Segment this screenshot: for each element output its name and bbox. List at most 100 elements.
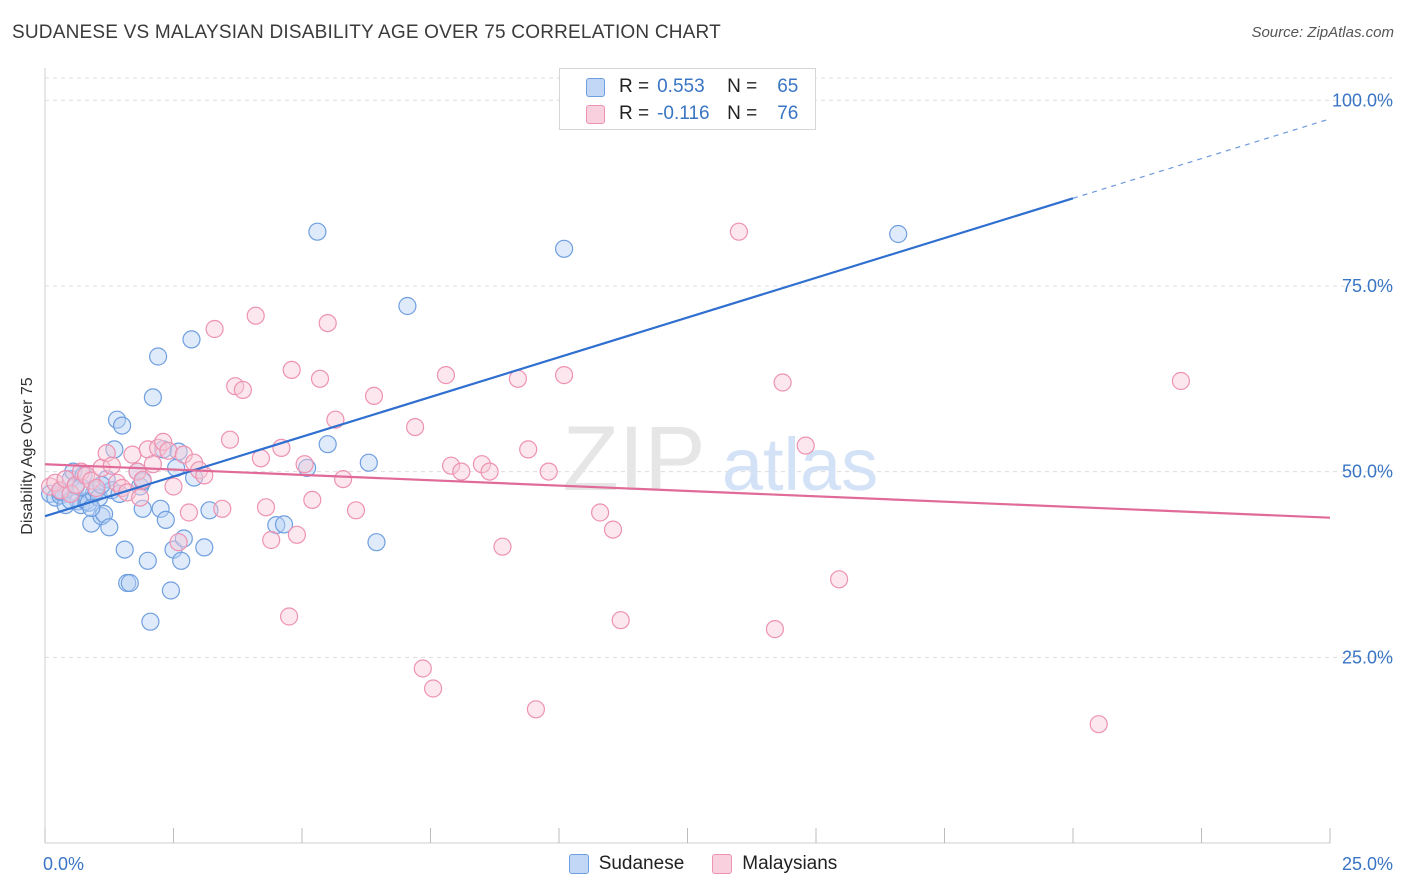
legend-r-label: R = bbox=[619, 76, 650, 97]
point-sudanese bbox=[308, 222, 327, 241]
legend-swatch-sudanese bbox=[586, 77, 605, 97]
series-swatch-malaysians bbox=[712, 854, 733, 874]
point-malaysians bbox=[334, 470, 353, 489]
point-sudanese bbox=[182, 330, 201, 349]
point-sudanese bbox=[100, 518, 119, 537]
point-malaysians bbox=[406, 418, 425, 437]
point-sudanese bbox=[156, 510, 175, 530]
x-tick-label-left: 0.0% bbox=[43, 854, 84, 874]
legend-r-label: R = bbox=[619, 103, 650, 124]
point-malaysians bbox=[829, 570, 849, 589]
trend-line-malaysians bbox=[44, 463, 1331, 519]
point-malaysians bbox=[436, 366, 455, 385]
point-sudanese bbox=[115, 540, 134, 559]
point-sudanese bbox=[138, 551, 157, 570]
point-malaysians bbox=[61, 484, 80, 503]
x-tick-labels: 0.0% 25.0% bbox=[43, 854, 1393, 874]
series-legend-malaysians[interactable]: Malaysians bbox=[712, 853, 837, 875]
legend-row-malaysians: R = -0.116 N = 76 bbox=[586, 101, 798, 127]
legend-n-value: 65 bbox=[777, 76, 799, 97]
trend-line-sudanese bbox=[44, 197, 1074, 518]
point-sudanese bbox=[195, 538, 214, 557]
point-malaysians bbox=[765, 619, 785, 639]
correlation-legend: R = 0.553 N = 65 R = -0.116 N = 76 bbox=[559, 68, 816, 130]
svg-text:ZIP: ZIP bbox=[562, 408, 705, 510]
point-malaysians bbox=[220, 430, 240, 449]
point-malaysians bbox=[131, 488, 150, 507]
point-malaysians bbox=[603, 520, 623, 539]
legend-n-value: 76 bbox=[777, 103, 799, 124]
point-sudanese bbox=[161, 581, 180, 600]
point-malaysians bbox=[295, 455, 314, 474]
grid-lines bbox=[45, 77, 1392, 658]
series-label-malaysians: Malaysians bbox=[742, 853, 838, 874]
point-malaysians bbox=[729, 222, 749, 241]
point-malaysians bbox=[154, 432, 173, 451]
legend-r-value: -0.116 bbox=[657, 103, 710, 124]
y-tick-labels: 25.0% 50.0% 75.0% 100.0% bbox=[1332, 90, 1393, 667]
point-sudanese bbox=[318, 435, 337, 454]
data-points bbox=[40, 222, 1191, 734]
y-tick-label: 50.0% bbox=[1342, 462, 1393, 482]
legend-r-value: 0.553 bbox=[657, 76, 705, 97]
point-sudanese bbox=[120, 573, 139, 593]
point-malaysians bbox=[169, 533, 188, 552]
point-sudanese bbox=[172, 551, 191, 570]
y-tick-label: 75.0% bbox=[1342, 276, 1393, 296]
legend-row-sudanese: R = 0.553 N = 65 bbox=[586, 74, 798, 100]
point-malaysians bbox=[539, 462, 558, 481]
point-malaysians bbox=[246, 306, 265, 325]
point-sudanese bbox=[398, 296, 417, 316]
point-sudanese bbox=[143, 388, 162, 407]
series-label-sudanese: Sudanese bbox=[598, 853, 685, 874]
point-malaysians bbox=[796, 436, 815, 455]
point-sudanese bbox=[554, 239, 574, 258]
point-malaysians bbox=[442, 456, 461, 475]
point-malaysians bbox=[287, 525, 306, 544]
point-malaysians bbox=[159, 441, 178, 460]
point-malaysians bbox=[213, 499, 232, 518]
point-malaysians bbox=[1089, 715, 1108, 734]
point-malaysians bbox=[282, 360, 301, 379]
source-label: Source: ZipAtlas.com bbox=[1251, 24, 1394, 41]
series-legend-sudanese[interactable]: Sudanese bbox=[568, 853, 685, 875]
point-malaysians bbox=[149, 438, 168, 457]
point-malaysians bbox=[179, 503, 198, 522]
series-legend: Sudanese Malaysians bbox=[0, 852, 1406, 876]
point-malaysians bbox=[413, 659, 432, 678]
point-sudanese bbox=[359, 453, 378, 472]
point-malaysians bbox=[590, 503, 610, 522]
point-malaysians bbox=[87, 478, 106, 498]
point-malaysians bbox=[280, 607, 299, 626]
point-sudanese bbox=[169, 442, 188, 461]
chart-title: SUDANESE VS MALAYSIAN DISABILITY AGE OVE… bbox=[12, 22, 721, 43]
y-tick-label: 25.0% bbox=[1342, 647, 1393, 667]
point-sudanese bbox=[133, 499, 152, 518]
point-malaysians bbox=[303, 490, 322, 509]
series-swatch-sudanese bbox=[568, 854, 589, 874]
legend-n-label: N = bbox=[727, 103, 758, 124]
point-malaysians bbox=[1171, 371, 1191, 391]
point-malaysians bbox=[364, 386, 384, 405]
point-malaysians bbox=[318, 314, 337, 333]
point-sudanese bbox=[149, 347, 168, 366]
point-sudanese bbox=[367, 533, 386, 552]
point-malaysians bbox=[472, 455, 491, 474]
point-malaysians bbox=[233, 380, 252, 399]
point-malaysians bbox=[256, 498, 276, 517]
point-malaysians bbox=[452, 462, 471, 481]
point-sudanese bbox=[141, 612, 160, 631]
point-malaysians bbox=[164, 477, 183, 496]
trend-lines bbox=[44, 118, 1331, 519]
point-sudanese bbox=[107, 410, 127, 429]
point-sudanese bbox=[112, 416, 132, 435]
point-malaysians bbox=[205, 319, 224, 339]
legend-n-label: N = bbox=[727, 76, 758, 97]
point-sudanese bbox=[151, 499, 170, 518]
svg-text:atlas: atlas bbox=[722, 423, 878, 506]
point-sudanese bbox=[82, 514, 101, 533]
point-malaysians bbox=[123, 445, 142, 464]
point-malaysians bbox=[424, 679, 443, 698]
point-malaysians bbox=[480, 462, 499, 481]
